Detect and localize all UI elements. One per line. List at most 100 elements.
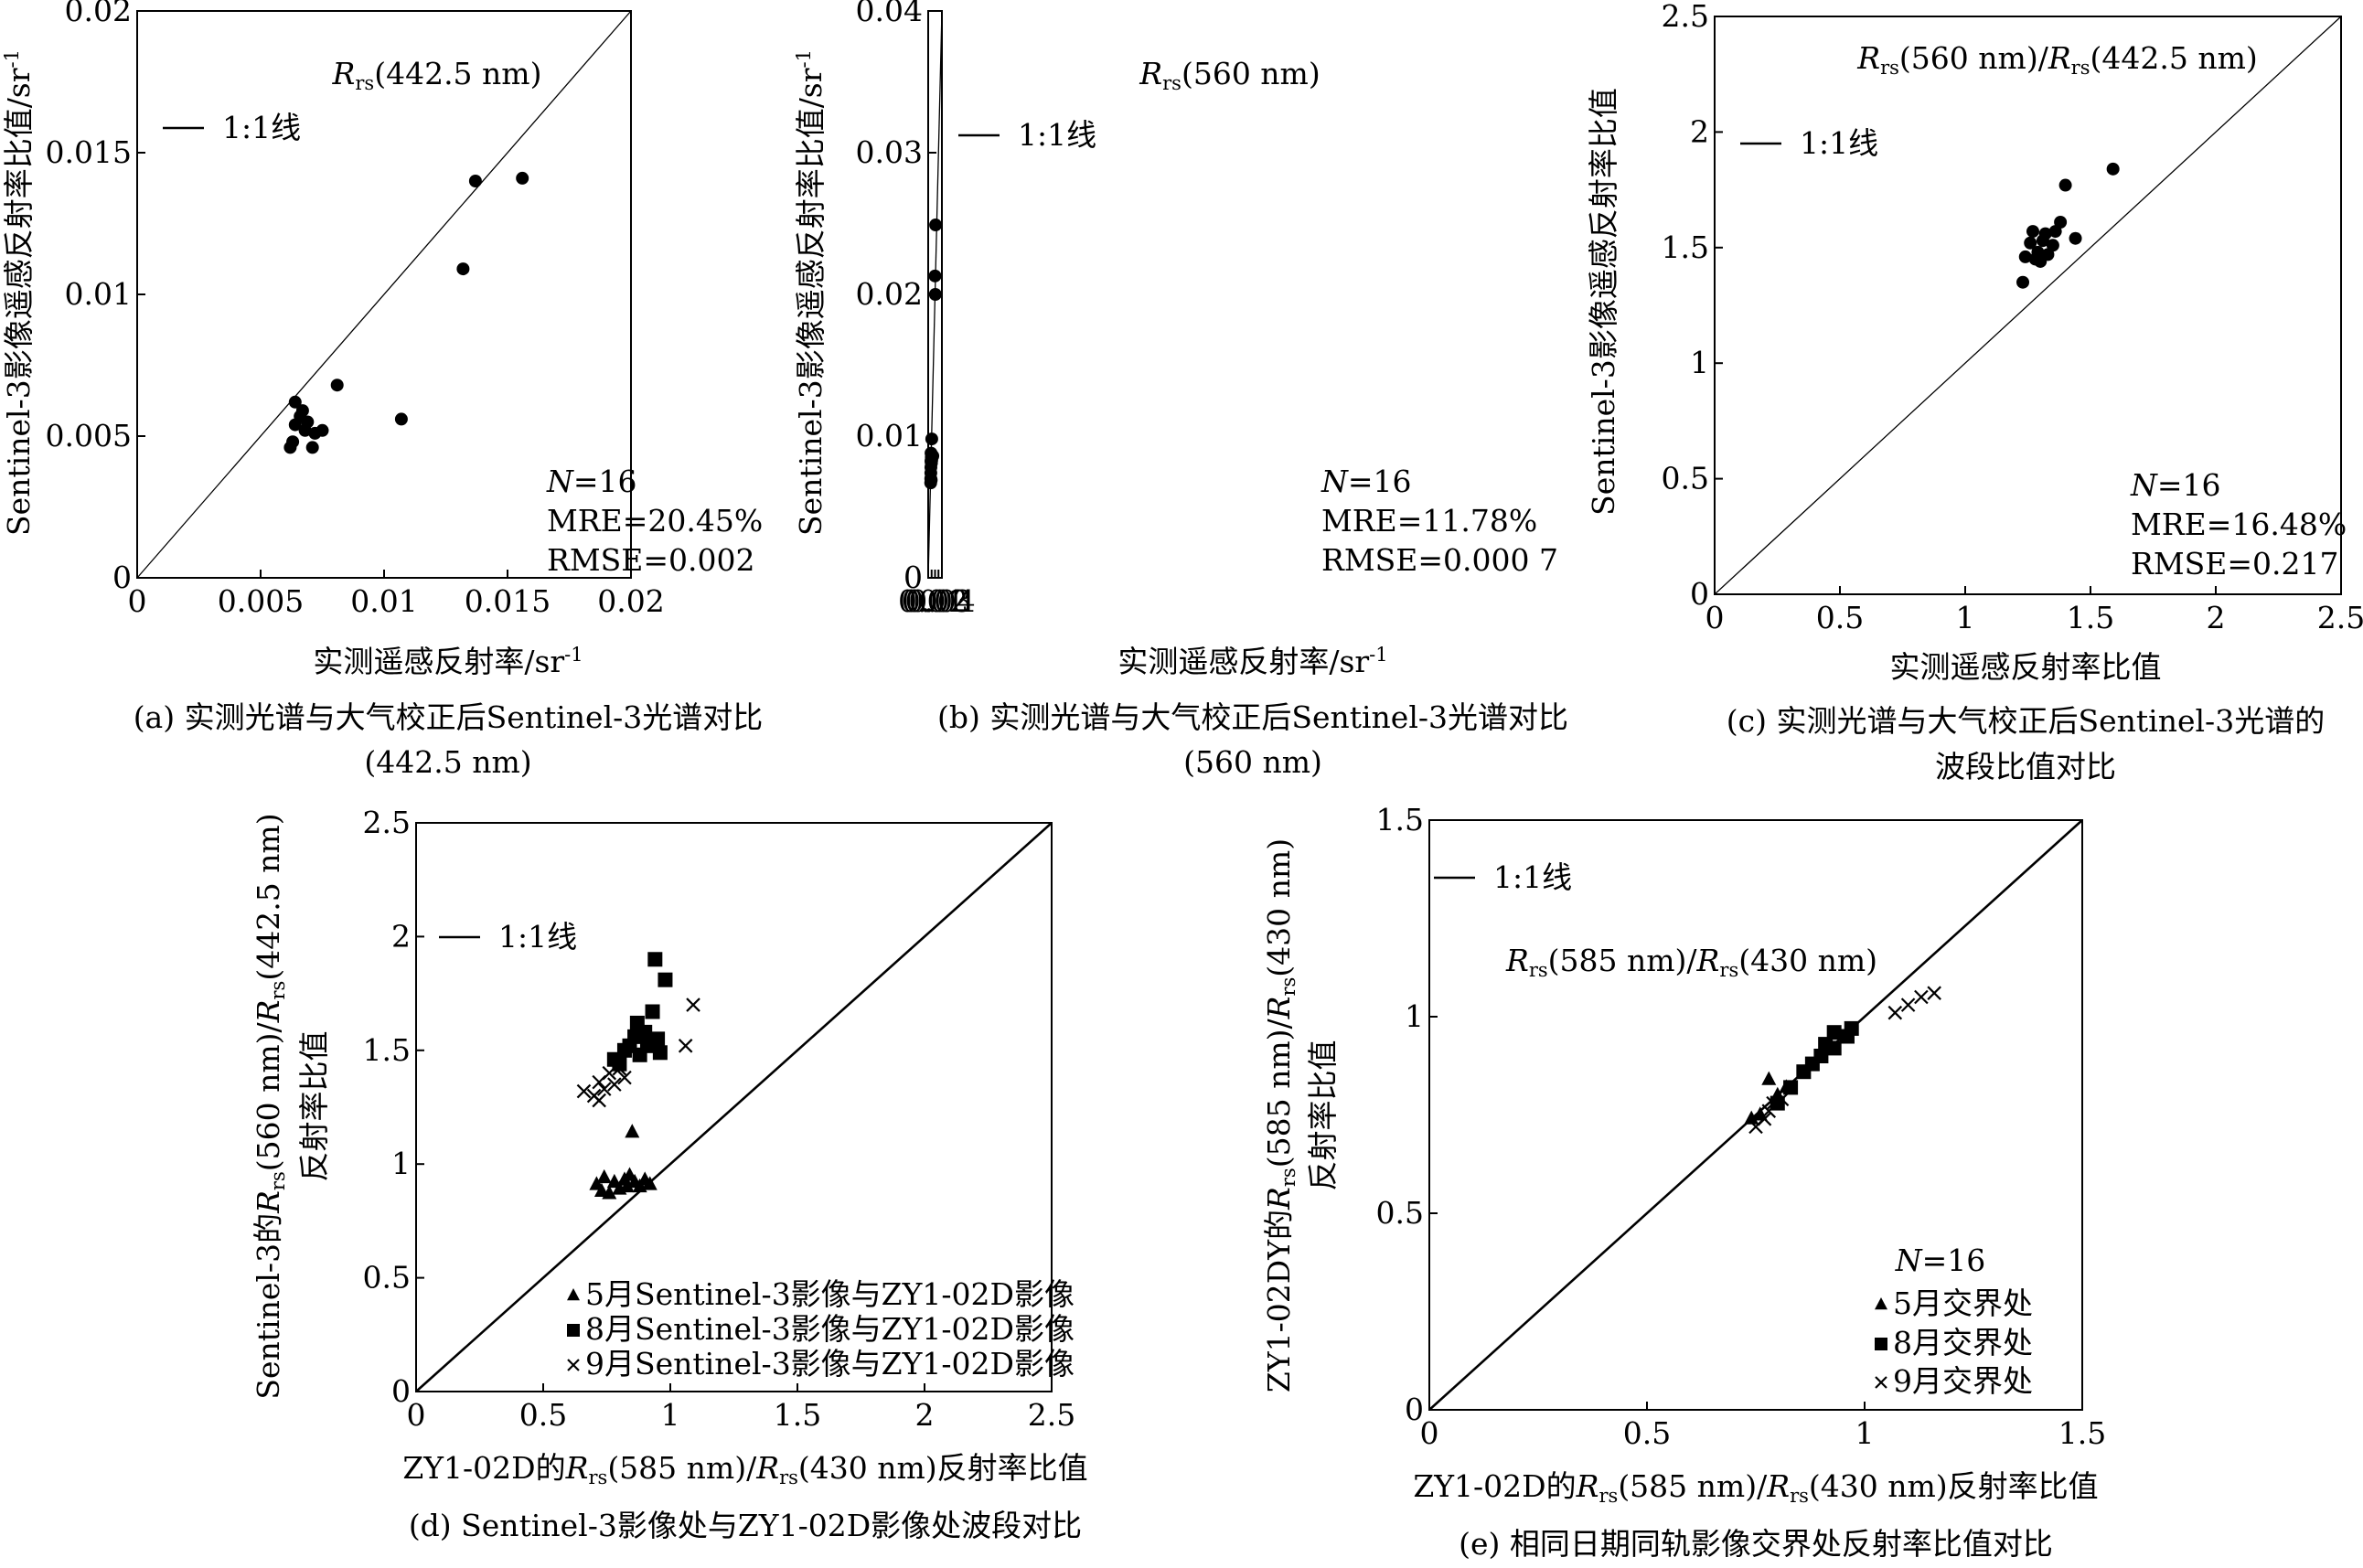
- legend-entry-label: 5月Sentinel-3影像与ZY1-02D影像: [585, 1276, 1075, 1312]
- data-point: [928, 288, 942, 301]
- panel-e: 0 0.5 1 1.5 0 0.5 1 1.5 Rrs(585 nm)/Rrs(430 nm) 1…: [1261, 802, 2106, 1562]
- data-point: [642, 1176, 658, 1190]
- x-tick-label: 0.5: [1816, 600, 1864, 635]
- x-tick-label: 1.5: [2058, 1415, 2106, 1451]
- data-point: [658, 972, 673, 987]
- panel-a: 0 0.005 0.01 0.015 0.02 0 0.005 0.01 0.015 0.02 Rr…: [1, 0, 763, 780]
- data-point: [617, 1070, 632, 1085]
- data-point: [619, 1178, 635, 1193]
- legend-entry: 5月Sentinel-3影像与ZY1-02D影像: [567, 1276, 1075, 1312]
- y-tick-label: 0.005: [46, 418, 132, 453]
- legend-marker: [567, 1359, 580, 1371]
- data-point: [596, 1168, 612, 1184]
- panel-c: 0 0.5 1 1.5 2 2.5 0 0.5 1 1.5 2 2.5 Rrs(560 nm)/Rrs(…: [1586, 0, 2363, 784]
- one-to-one-line: [136, 10, 632, 579]
- stats-line: MRE=20.45%: [547, 503, 763, 539]
- series-cross: [576, 997, 700, 1108]
- y-tick-label: 0: [904, 560, 923, 595]
- y-axis-label-line2: 反射率比值: [1305, 1040, 1341, 1191]
- x-axis-label: ZY1-02D的Rrs(585 nm)/Rrs(430 nm)反射率比值: [1413, 1468, 2098, 1507]
- x-tick-label: 1.5: [2067, 600, 2114, 635]
- legend-one-to-one: 1:1线: [1740, 125, 1878, 161]
- legend-marker: [567, 1287, 580, 1301]
- x-tick-label: 0.02: [902, 583, 968, 619]
- series-circle: [924, 219, 943, 490]
- legend-entry: 8月交界处: [1875, 1325, 2033, 1360]
- y-axis-label: ZY1-02DY的Rrs(585 nm)/Rrs(430 nm): [1261, 838, 1299, 1392]
- y-tick-label: 0: [112, 560, 132, 595]
- x-tick-label: 0.01: [898, 583, 965, 619]
- x-tick-label: 0.015: [465, 583, 551, 619]
- y-tick-label: 0.5: [363, 1260, 411, 1296]
- data-point: [456, 262, 470, 276]
- data-point: [2106, 162, 2120, 176]
- data-point: [592, 1093, 606, 1108]
- data-point: [2024, 236, 2037, 250]
- data-point: [1761, 1071, 1777, 1085]
- x-tick-label: 0.02: [597, 583, 664, 619]
- x-tick-label: 2: [2207, 600, 2226, 635]
- stats-line: RMSE=0.000 7: [1321, 542, 1558, 578]
- legend-entry-label: 8月Sentinel-3影像与ZY1-02D影像: [585, 1311, 1075, 1347]
- one-to-one-line: [415, 822, 1053, 1392]
- x-axis-label: ZY1-02D的Rrs(585 nm)/Rrs(430 nm)反射率比值: [402, 1450, 1087, 1488]
- legend-entry: 5月交界处: [1875, 1285, 2033, 1321]
- x-tick-label: 2.5: [1028, 1397, 1075, 1433]
- y-axis-label: Sentinel-3的Rrs(560 nm)/Rrs(442.5 nm): [251, 813, 289, 1399]
- legend-marker: [1875, 1376, 1887, 1389]
- data-point: [1744, 1110, 1759, 1125]
- series-circle: [2016, 162, 2120, 289]
- stats-line: RMSE=0.217: [2131, 546, 2338, 581]
- y-tick-label: 2.5: [1662, 0, 1709, 34]
- stats-line: N=16: [1320, 464, 1412, 499]
- legend-entry: 9月交界处: [1875, 1363, 2033, 1399]
- panel-title: Rrs(560 nm): [1139, 56, 1320, 94]
- data-point: [1927, 986, 1941, 1000]
- data-point: [596, 1082, 612, 1096]
- x-tick-label: 2: [915, 1397, 935, 1433]
- y-axis-label-line2: 反射率比值: [296, 1031, 332, 1182]
- data-point: [2038, 227, 2052, 240]
- panel-caption: (560 nm): [1183, 744, 1322, 780]
- panel-caption: (d) Sentinel-3影像处与ZY1-02D影像处波段对比: [409, 1508, 1082, 1543]
- legend-entry-label: 9月交界处: [1893, 1363, 2033, 1399]
- data-point: [1757, 1112, 1772, 1126]
- panel-b: 00.010.020.030.0400.010.020.030.04Rrs(56…: [793, 0, 1568, 780]
- data-point: [925, 432, 938, 446]
- x-axis-label: 实测遥感反射率/sr-1: [1117, 644, 1387, 679]
- panel-caption: 波段比值对比: [1935, 749, 2116, 784]
- data-point: [1813, 1049, 1829, 1063]
- legend-label: 1:1线: [1493, 859, 1572, 895]
- one-to-one-line: [1714, 16, 2342, 595]
- data-point: [645, 1004, 660, 1019]
- legend-marker: [1875, 1338, 1887, 1350]
- data-point: [925, 474, 938, 487]
- y-tick-label: 0.5: [1662, 461, 1709, 496]
- data-point: [1844, 1020, 1859, 1036]
- panel-d: 0 0.5 1 1.5 2 2.5 0 0.5 1 1.5 2 2.5 1:1线 ZY1-02D的Rrs(…: [251, 805, 1088, 1543]
- y-tick-label: 0.02: [856, 276, 923, 312]
- legend-entry-label: 9月Sentinel-3影像与ZY1-02D影像: [585, 1346, 1075, 1381]
- data-point: [1774, 1092, 1790, 1107]
- data-point: [929, 219, 943, 232]
- x-tick-label: 0.005: [218, 583, 304, 619]
- data-point: [1783, 1080, 1799, 1095]
- data-point: [2054, 215, 2068, 229]
- y-tick-label: 1.5: [1662, 229, 1709, 265]
- y-tick-label: 0.015: [46, 134, 132, 170]
- x-tick-label: 2.5: [2317, 600, 2363, 635]
- legend-marker: [567, 1324, 580, 1337]
- data-point: [315, 423, 329, 437]
- data-point: [288, 395, 302, 409]
- data-point: [330, 379, 344, 392]
- y-axis-label: Sentinel-3影像遥感反射率比值/sr-1: [1, 49, 37, 536]
- data-point: [625, 1124, 640, 1138]
- y-tick-label: 0.04: [856, 0, 923, 28]
- data-point: [928, 269, 942, 283]
- y-tick-label: 0: [391, 1373, 411, 1409]
- data-point: [2016, 275, 2030, 289]
- x-tick-label: 0: [1705, 600, 1725, 635]
- legend-entry-label: 8月交界处: [1893, 1325, 2033, 1360]
- legend-entry: 8月Sentinel-3影像与ZY1-02D影像: [567, 1311, 1075, 1347]
- legend-one-to-one: 1:1线: [1434, 859, 1572, 895]
